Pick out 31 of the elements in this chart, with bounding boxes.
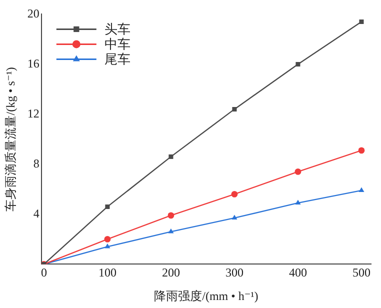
y-tick-label: 16 — [27, 56, 40, 70]
point — [358, 187, 364, 192]
point — [104, 236, 111, 242]
point — [296, 62, 300, 66]
point — [168, 228, 174, 234]
point — [359, 19, 364, 24]
point — [231, 191, 238, 198]
x-tick-label: 100 — [98, 266, 116, 280]
legend-label: 中车 — [104, 36, 130, 52]
legend-label: 头车 — [104, 22, 130, 37]
point — [232, 214, 238, 220]
point — [168, 212, 174, 219]
x-tick-label: 300 — [225, 266, 244, 280]
y-tick-label: 4 — [33, 206, 40, 220]
x-tick-label: 200 — [162, 266, 180, 280]
y-tick-label: 12 — [27, 106, 40, 120]
legend-label: 尾车 — [104, 52, 130, 67]
point — [232, 106, 237, 112]
point — [295, 200, 301, 205]
y-tick-label: 20 — [27, 6, 40, 20]
point — [105, 204, 110, 209]
x-tick-label: 0 — [40, 266, 47, 280]
point — [168, 154, 174, 159]
y-tick-label: 8 — [33, 156, 40, 170]
x-tick-label: 400 — [288, 266, 307, 280]
y-axis-title: 车身雨滴质量流量/(kg • s⁻¹) — [3, 67, 18, 212]
x-axis-title: 降雨强度/(mm • h⁻¹) — [154, 288, 258, 303]
point — [358, 147, 365, 154]
point — [104, 244, 110, 248]
point — [294, 168, 302, 175]
x-tick-label: 500 — [352, 266, 370, 280]
